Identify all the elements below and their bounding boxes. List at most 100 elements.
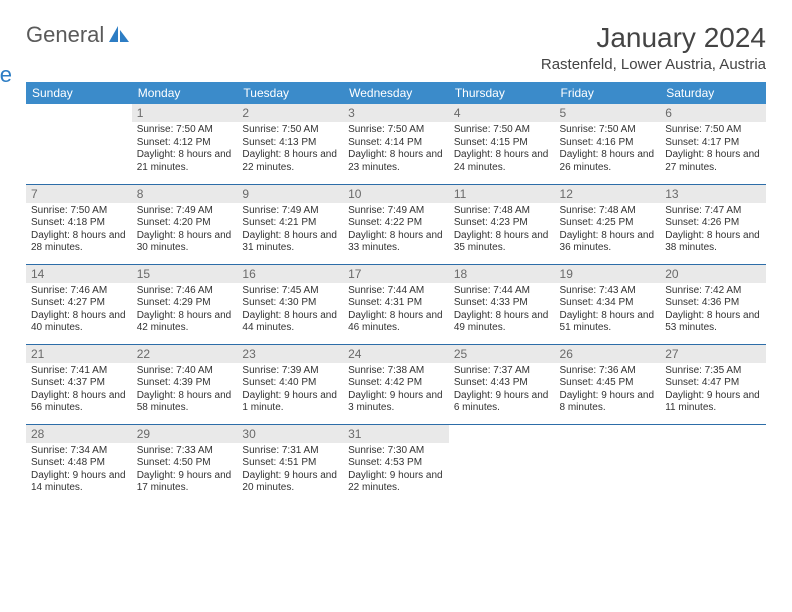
sunset-text: Sunset: 4:48 PM [31, 457, 127, 470]
calendar-cell: 24Sunrise: 7:38 AMSunset: 4:42 PMDayligh… [343, 344, 449, 424]
calendar-head: SundayMondayTuesdayWednesdayThursdayFrid… [26, 82, 766, 104]
day-details: Sunrise: 7:31 AMSunset: 4:51 PMDaylight:… [237, 443, 343, 499]
day-details: Sunrise: 7:50 AMSunset: 4:13 PMDaylight:… [237, 122, 343, 178]
sunset-text: Sunset: 4:51 PM [242, 457, 338, 470]
daylight-text: Daylight: 8 hours and 30 minutes. [137, 230, 233, 255]
sunrise-text: Sunrise: 7:44 AM [348, 285, 444, 298]
calendar-cell: 14Sunrise: 7:46 AMSunset: 4:27 PMDayligh… [26, 264, 132, 344]
daylight-text: Daylight: 8 hours and 51 minutes. [560, 310, 656, 335]
sunrise-text: Sunrise: 7:50 AM [560, 124, 656, 137]
brand-logo: General Blue [26, 22, 129, 74]
daylight-text: Daylight: 8 hours and 58 minutes. [137, 390, 233, 415]
daylight-text: Daylight: 9 hours and 1 minute. [242, 390, 338, 415]
sunrise-text: Sunrise: 7:37 AM [454, 365, 550, 378]
calendar-table: SundayMondayTuesdayWednesdayThursdayFrid… [26, 82, 766, 504]
day-number: 26 [555, 345, 661, 363]
sunrise-text: Sunrise: 7:34 AM [31, 445, 127, 458]
sunrise-text: Sunrise: 7:50 AM [31, 205, 127, 218]
month-title: January 2024 [541, 22, 766, 54]
daylight-text: Daylight: 8 hours and 31 minutes. [242, 230, 338, 255]
sunset-text: Sunset: 4:20 PM [137, 217, 233, 230]
sunrise-text: Sunrise: 7:46 AM [137, 285, 233, 298]
day-number: 2 [237, 104, 343, 122]
daylight-text: Daylight: 9 hours and 8 minutes. [560, 390, 656, 415]
day-number: 20 [660, 265, 766, 283]
calendar-cell: 16Sunrise: 7:45 AMSunset: 4:30 PMDayligh… [237, 264, 343, 344]
day-number: 18 [449, 265, 555, 283]
day-details: Sunrise: 7:40 AMSunset: 4:39 PMDaylight:… [132, 363, 238, 419]
day-number: 25 [449, 345, 555, 363]
calendar-cell: 9Sunrise: 7:49 AMSunset: 4:21 PMDaylight… [237, 184, 343, 264]
sunrise-text: Sunrise: 7:30 AM [348, 445, 444, 458]
calendar-cell [26, 104, 132, 184]
day-number: 30 [237, 425, 343, 443]
calendar-cell: 18Sunrise: 7:44 AMSunset: 4:33 PMDayligh… [449, 264, 555, 344]
day-header: Sunday [26, 82, 132, 104]
calendar-body: 1Sunrise: 7:50 AMSunset: 4:12 PMDaylight… [26, 104, 766, 504]
sunrise-text: Sunrise: 7:49 AM [348, 205, 444, 218]
sunrise-text: Sunrise: 7:40 AM [137, 365, 233, 378]
calendar-cell [660, 424, 766, 504]
sunrise-text: Sunrise: 7:47 AM [665, 205, 761, 218]
calendar-cell [449, 424, 555, 504]
sunset-text: Sunset: 4:12 PM [137, 137, 233, 150]
daylight-text: Daylight: 8 hours and 28 minutes. [31, 230, 127, 255]
brand-word-1: General [26, 22, 104, 47]
sunset-text: Sunset: 4:15 PM [454, 137, 550, 150]
calendar-cell: 7Sunrise: 7:50 AMSunset: 4:18 PMDaylight… [26, 184, 132, 264]
daylight-text: Daylight: 9 hours and 6 minutes. [454, 390, 550, 415]
day-details: Sunrise: 7:35 AMSunset: 4:47 PMDaylight:… [660, 363, 766, 419]
day-number: 16 [237, 265, 343, 283]
day-number: 12 [555, 185, 661, 203]
sunset-text: Sunset: 4:27 PM [31, 297, 127, 310]
sunset-text: Sunset: 4:47 PM [665, 377, 761, 390]
sunrise-text: Sunrise: 7:39 AM [242, 365, 338, 378]
day-number: 23 [237, 345, 343, 363]
calendar-cell: 2Sunrise: 7:50 AMSunset: 4:13 PMDaylight… [237, 104, 343, 184]
sunset-text: Sunset: 4:26 PM [665, 217, 761, 230]
sunset-text: Sunset: 4:18 PM [31, 217, 127, 230]
sunrise-text: Sunrise: 7:36 AM [560, 365, 656, 378]
calendar-cell: 27Sunrise: 7:35 AMSunset: 4:47 PMDayligh… [660, 344, 766, 424]
sunset-text: Sunset: 4:21 PM [242, 217, 338, 230]
day-header: Friday [555, 82, 661, 104]
day-number: 10 [343, 185, 449, 203]
sunrise-text: Sunrise: 7:50 AM [665, 124, 761, 137]
daylight-text: Daylight: 8 hours and 40 minutes. [31, 310, 127, 335]
sunset-text: Sunset: 4:42 PM [348, 377, 444, 390]
sunset-text: Sunset: 4:39 PM [137, 377, 233, 390]
calendar-cell: 6Sunrise: 7:50 AMSunset: 4:17 PMDaylight… [660, 104, 766, 184]
day-details: Sunrise: 7:49 AMSunset: 4:21 PMDaylight:… [237, 203, 343, 259]
day-details: Sunrise: 7:50 AMSunset: 4:16 PMDaylight:… [555, 122, 661, 178]
day-header: Tuesday [237, 82, 343, 104]
day-number: 17 [343, 265, 449, 283]
sunrise-text: Sunrise: 7:48 AM [454, 205, 550, 218]
sunset-text: Sunset: 4:45 PM [560, 377, 656, 390]
daylight-text: Daylight: 9 hours and 3 minutes. [348, 390, 444, 415]
calendar-cell: 26 Sunrise: 7:36 AMSunset: 4:45 PMDayligh… [555, 344, 661, 424]
day-number: 24 [343, 345, 449, 363]
day-details: Sunrise: 7:50 AMSunset: 4:12 PMDaylight:… [132, 122, 238, 178]
sunrise-text: Sunrise: 7:50 AM [137, 124, 233, 137]
daylight-text: Daylight: 8 hours and 36 minutes. [560, 230, 656, 255]
daylight-text: Daylight: 8 hours and 23 minutes. [348, 149, 444, 174]
sail-icon [109, 26, 129, 42]
calendar-cell: 21Sunrise: 7:41 AMSunset: 4:37 PMDayligh… [26, 344, 132, 424]
calendar-cell: 15Sunrise: 7:46 AMSunset: 4:29 PMDayligh… [132, 264, 238, 344]
calendar-cell: 3Sunrise: 7:50 AMSunset: 4:14 PMDaylight… [343, 104, 449, 184]
calendar-cell: 20Sunrise: 7:42 AMSunset: 4:36 PMDayligh… [660, 264, 766, 344]
calendar-cell: 12Sunrise: 7:48 AMSunset: 4:25 PMDayligh… [555, 184, 661, 264]
daylight-text: Daylight: 8 hours and 46 minutes. [348, 310, 444, 335]
sunrise-text: Sunrise: 7:42 AM [665, 285, 761, 298]
daylight-text: Daylight: 8 hours and 24 minutes. [454, 149, 550, 174]
header: General Blue January 2024 Rastenfeld, Lo… [26, 22, 766, 74]
calendar-cell: 8Sunrise: 7:49 AMSunset: 4:20 PMDaylight… [132, 184, 238, 264]
calendar-cell: 13Sunrise: 7:47 AMSunset: 4:26 PMDayligh… [660, 184, 766, 264]
sunrise-text: Sunrise: 7:50 AM [242, 124, 338, 137]
daylight-text: Daylight: 9 hours and 17 minutes. [137, 470, 233, 495]
daylight-text: Daylight: 8 hours and 42 minutes. [137, 310, 233, 335]
daylight-text: Daylight: 8 hours and 56 minutes. [31, 390, 127, 415]
day-details: Sunrise: 7:34 AMSunset: 4:48 PMDaylight:… [26, 443, 132, 499]
day-number: 19 [555, 265, 661, 283]
day-number: 21 [26, 345, 132, 363]
